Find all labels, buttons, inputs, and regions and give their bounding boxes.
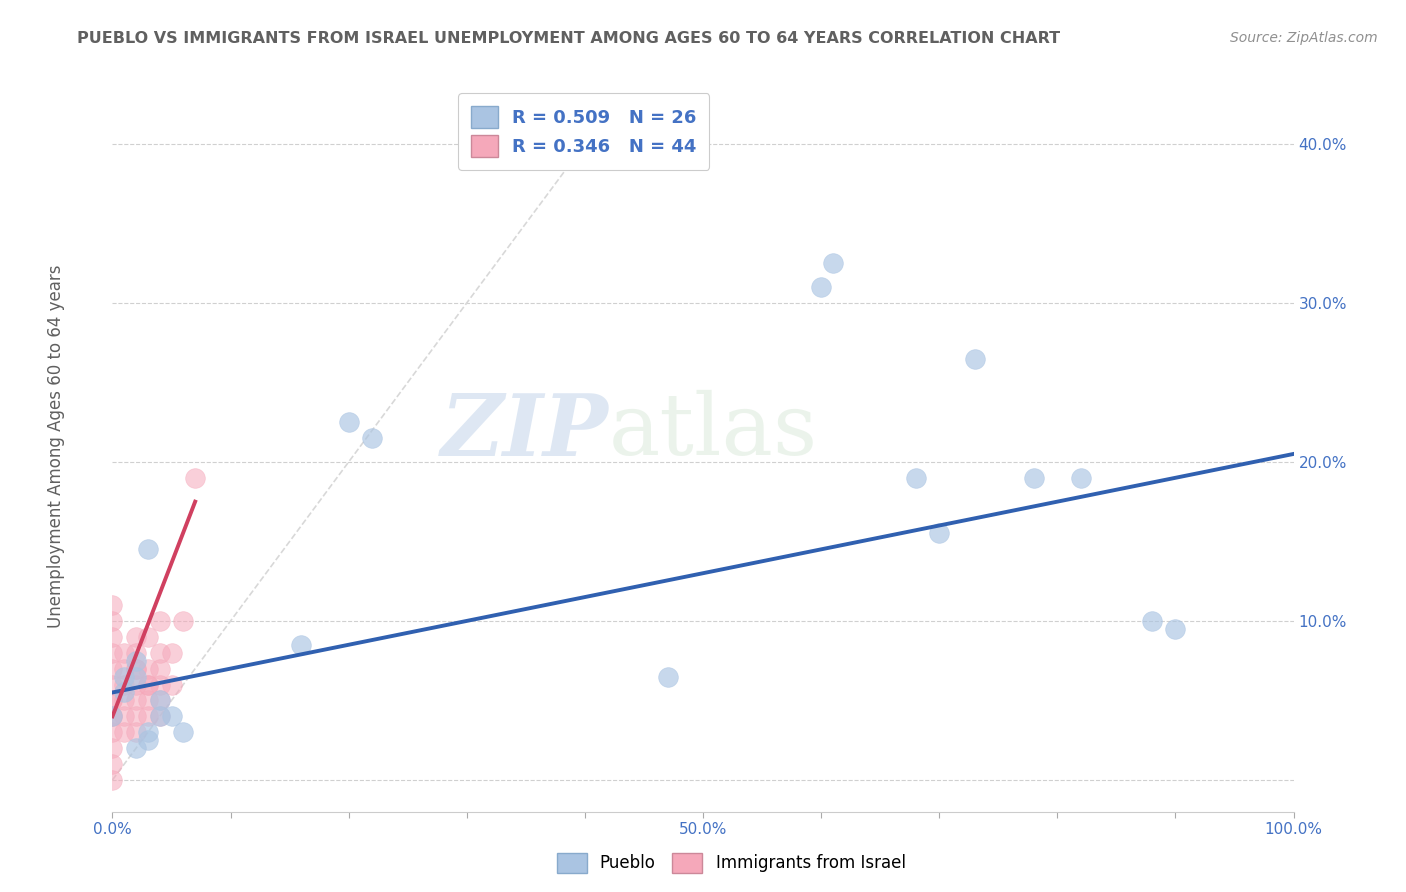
Point (160, 677, 183, 691)
Point (125, 662, 148, 676)
Point (112, 725, 135, 739)
Text: atlas: atlas (609, 390, 818, 473)
Point (101, 709, 124, 723)
Point (810, 280, 832, 294)
Text: ZIP: ZIP (440, 390, 609, 473)
Point (101, 693, 124, 707)
Point (184, 471, 207, 485)
Point (963, 351, 986, 366)
Point (125, 662, 148, 676)
Point (112, 662, 135, 676)
Point (101, 725, 124, 739)
Point (101, 709, 124, 723)
Point (125, 654, 148, 668)
Legend: R = 0.509   N = 26, R = 0.346   N = 44: R = 0.509 N = 26, R = 0.346 N = 44 (458, 93, 709, 169)
Point (1070, 471, 1092, 485)
Point (149, 709, 172, 723)
Point (101, 709, 124, 723)
Point (172, 725, 194, 739)
Point (125, 669, 148, 683)
Point (101, 646, 124, 660)
Point (125, 630, 148, 644)
Point (149, 709, 172, 723)
Point (337, 415, 360, 429)
Point (136, 733, 159, 747)
Text: Unemployment Among Ages 60 to 64 years: Unemployment Among Ages 60 to 64 years (48, 264, 65, 628)
Point (149, 614, 172, 628)
Point (160, 646, 183, 660)
Point (361, 431, 384, 445)
Point (149, 662, 172, 676)
Point (1140, 614, 1163, 628)
Point (125, 741, 148, 756)
Point (136, 693, 159, 707)
Point (149, 646, 172, 660)
Point (136, 630, 159, 644)
Point (101, 677, 124, 691)
Point (904, 471, 927, 485)
Legend: Pueblo, Immigrants from Israel: Pueblo, Immigrants from Israel (550, 847, 912, 880)
Point (101, 757, 124, 772)
Point (136, 662, 159, 676)
Point (112, 677, 135, 691)
Point (136, 542, 159, 557)
Point (1022, 471, 1045, 485)
Point (136, 725, 159, 739)
Point (101, 614, 124, 628)
Point (821, 256, 844, 270)
Point (290, 638, 312, 652)
Text: PUEBLO VS IMMIGRANTS FROM ISRAEL UNEMPLOYMENT AMONG AGES 60 TO 64 YEARS CORRELAT: PUEBLO VS IMMIGRANTS FROM ISRAEL UNEMPLO… (77, 31, 1060, 46)
Point (101, 630, 124, 644)
Point (125, 693, 148, 707)
Point (657, 669, 679, 683)
Point (125, 677, 148, 691)
Point (136, 709, 159, 723)
Point (125, 709, 148, 723)
Point (101, 662, 124, 676)
Point (101, 741, 124, 756)
Point (112, 685, 135, 699)
Point (112, 646, 135, 660)
Point (172, 614, 194, 628)
Point (149, 693, 172, 707)
Point (928, 526, 950, 541)
Point (101, 693, 124, 707)
Point (125, 646, 148, 660)
Point (149, 693, 172, 707)
Point (160, 709, 183, 723)
Point (112, 693, 135, 707)
Text: Source: ZipAtlas.com: Source: ZipAtlas.com (1230, 31, 1378, 45)
Point (125, 725, 148, 739)
Point (101, 598, 124, 612)
Point (149, 677, 172, 691)
Point (101, 772, 124, 787)
Point (112, 669, 135, 683)
Point (1164, 622, 1187, 636)
Point (112, 709, 135, 723)
Point (136, 677, 159, 691)
Point (136, 677, 159, 691)
